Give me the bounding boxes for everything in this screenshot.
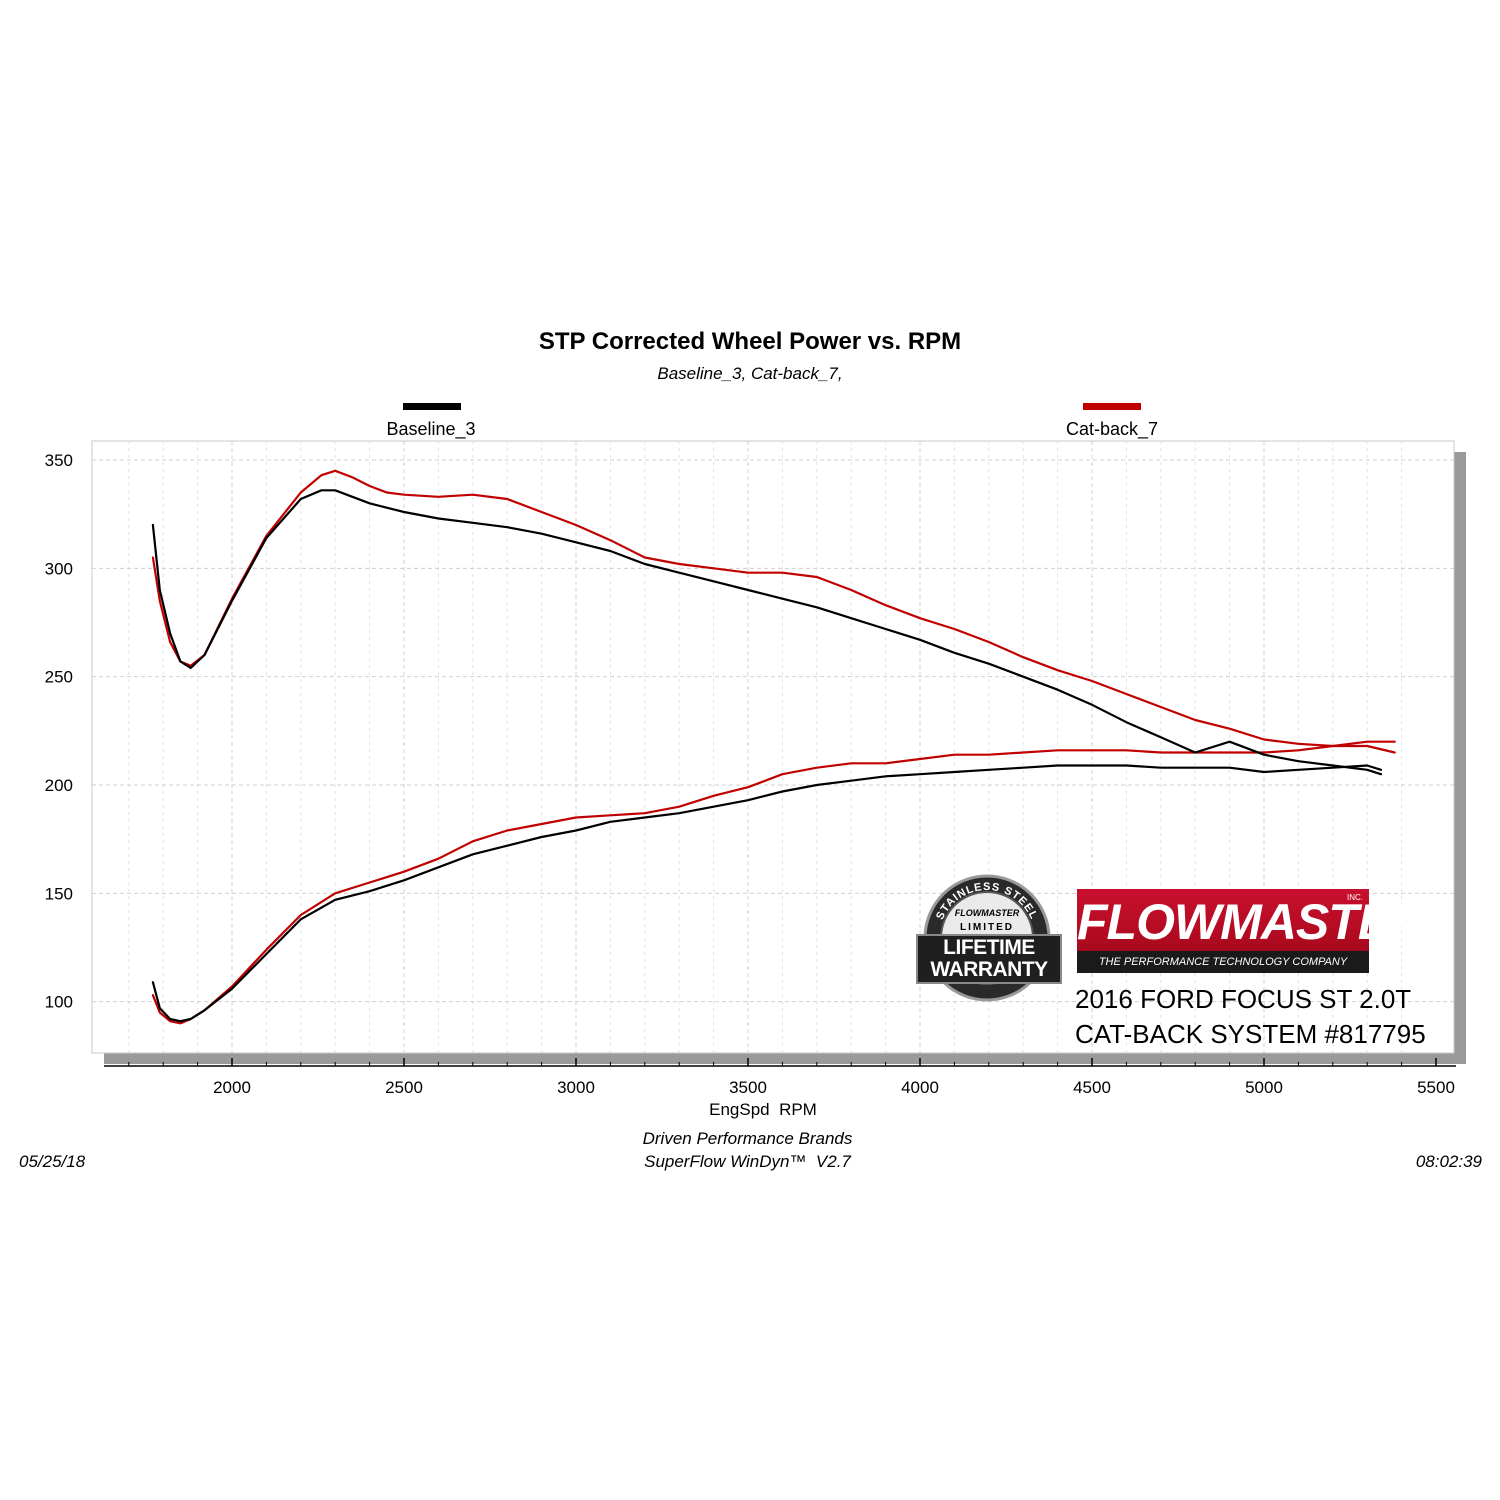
logo-text: FLOWMASTER (1077, 894, 1426, 950)
x-tick-label: 2000 (213, 1078, 251, 1097)
series-line-baseline-3-power (151, 489, 1383, 776)
warranty-badge: STAINLESS STEEL FLOWMASTER LIMITED LIFET… (914, 872, 1062, 1007)
x-tick-label: 5000 (1245, 1078, 1283, 1097)
x-tick-label: 4500 (1073, 1078, 1111, 1097)
series-line-cat-back-7-torque (151, 740, 1396, 1025)
x-axis-ticks: 2000 2500 3000 3500 4000 4500 5000 5500 (128, 1058, 1455, 1097)
flowmaster-logo: FLOWMASTER INC. THE PERFORMANCE TECHNOLO… (1077, 889, 1426, 973)
series-line-baseline-3-torque (151, 764, 1383, 1023)
x-tick-label: 2500 (385, 1078, 423, 1097)
series-curves (151, 469, 1396, 1025)
x-tick-label: 5500 (1417, 1078, 1455, 1097)
badge-warranty: WARRANTY (916, 958, 1062, 984)
legend-swatch-baseline (403, 403, 461, 410)
legend-label-baseline: Baseline_3 (386, 419, 476, 439)
legend-swatch-catback (1083, 403, 1141, 410)
series-line-cat-back-7-power (151, 469, 1396, 754)
y-tick-label: 150 (45, 884, 73, 903)
vehicle-caption: 2016 FORD FOCUS ST 2.0T (1075, 984, 1412, 1014)
badge-limited: LIMITED (960, 922, 1014, 933)
y-tick-label: 100 (45, 993, 73, 1012)
footer-software: SuperFlow WinDyn™ V2.7 (644, 1152, 851, 1171)
chart-title: STP Corrected Wheel Power vs. RPM (538, 328, 962, 355)
y-tick-label: 300 (45, 559, 73, 578)
footer-company: Driven Performance Brands (642, 1129, 853, 1148)
chart-subtitle: Baseline_3, Cat-back_7, (657, 364, 843, 383)
system-caption: CAT-BACK SYSTEM #817795 (1075, 1019, 1426, 1049)
footer-time: 08:02:39 (1415, 1152, 1482, 1171)
badge-brand: FLOWMASTER (954, 908, 1020, 918)
y-axis-ticks: 100 150 200 250 300 350 (45, 451, 73, 1012)
y-tick-label: 350 (45, 451, 73, 470)
legend-label-catback: Cat-back_7 (1065, 419, 1159, 439)
x-tick-label: 4000 (901, 1078, 939, 1097)
x-tick-label: 3500 (729, 1078, 767, 1097)
logo-tagline: THE PERFORMANCE TECHNOLOGY COMPANY (1077, 951, 1369, 973)
logo-inc: INC. (1347, 893, 1363, 902)
badge-lifetime: LIFETIME (916, 934, 1062, 962)
y-tick-label: 250 (45, 668, 73, 687)
x-axis-label: EngSpd RPM (709, 1100, 817, 1119)
y-tick-label: 200 (45, 776, 73, 795)
footer-date: 05/25/18 (19, 1152, 86, 1171)
x-tick-label: 3000 (557, 1078, 595, 1097)
